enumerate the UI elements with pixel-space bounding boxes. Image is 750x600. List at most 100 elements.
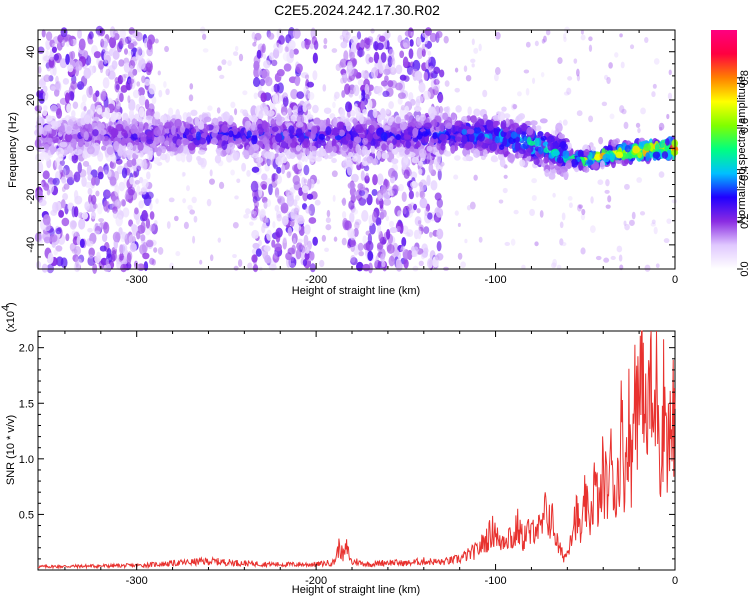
heatmap-cell [416,140,421,148]
y-tick-label: 0 [25,145,37,151]
heatmap-cell [308,203,316,216]
colorbar-gradient [711,30,737,269]
heatmap-cell [92,203,98,210]
heatmap-cell [306,114,314,120]
heatmap-cell [640,107,646,115]
heatmap-cell [88,247,95,258]
heatmap-cell [216,107,221,114]
heatmap-cell [473,108,481,117]
heatmap-cell [403,169,410,179]
heatmap-cell [400,245,406,251]
heatmap-cell [465,74,472,82]
heatmap-cell [477,118,485,127]
heatmap-cell [217,237,222,243]
heatmap-cell [404,149,410,155]
heatmap-cell [309,42,314,50]
heatmap-cell [257,113,263,119]
heatmap-cell [389,220,395,228]
heatmap-cell [388,48,395,58]
heatmap-cell [376,173,384,186]
heatmap-cell [426,174,431,187]
heatmap-cell [53,249,58,256]
heatmap-cell [492,121,498,129]
heatmap-cell [580,247,586,255]
heatmap-cell [154,38,159,44]
heatmap-cell [436,198,443,209]
heatmap-cell [280,106,288,116]
heatmap-cell [96,57,100,66]
heatmap-cell [562,150,570,159]
heatmap-cell [364,83,370,95]
heatmap-cell [534,137,540,147]
heatmap-cell [164,45,170,53]
heatmap-cell [381,143,387,152]
heatmap-cell [268,52,275,61]
heatmap-cell [503,113,511,119]
heatmap-cell [632,145,640,154]
heatmap-cell [82,150,89,160]
heatmap-cell [478,149,484,156]
heatmap-cell [539,210,544,218]
heatmap-cell [428,162,434,174]
heatmap-cell [203,116,212,123]
heatmap-cell [338,61,344,69]
heatmap-cell [97,29,101,37]
heatmap-cell [42,127,48,136]
heatmap-cell [359,184,366,192]
heatmap-cell [580,29,584,35]
spectrogram-x-label: Height of straight line (km) [292,285,420,297]
heatmap-cell [136,185,141,196]
heatmap-cell [381,152,390,160]
heatmap-cell [306,193,314,200]
heatmap-cell [282,96,289,107]
heatmap-cell [430,137,439,144]
heatmap-cell [334,134,342,141]
heatmap-cell [155,198,159,205]
heatmap-cell [399,121,408,131]
colorbar-tick-label: 0.8 [739,70,750,85]
heatmap-cell [628,219,635,226]
heatmap-cell [282,111,287,117]
heatmap-cell [586,159,594,165]
heatmap-cell [272,48,280,59]
heatmap-cell [77,161,82,174]
heatmap-cell [290,208,297,220]
heatmap-cell [473,174,478,181]
heatmap-cell [466,128,475,135]
heatmap-cell [112,211,119,219]
heatmap-cell [222,111,231,121]
heatmap-cell [665,138,670,146]
heatmap-cell [157,134,165,144]
heatmap-cell [43,144,50,150]
heatmap-cell [304,252,310,261]
heatmap-cell [533,157,540,165]
heatmap-cell [427,50,432,56]
heatmap-cell [521,264,526,270]
heatmap-cell [362,263,371,272]
heatmap-cell [345,31,351,39]
heatmap-cell [114,199,120,207]
heatmap-cell [318,122,327,133]
heatmap-cell [358,94,363,100]
heatmap-cell [294,194,300,202]
heatmap-cell [552,150,560,157]
heatmap-cell [42,85,48,93]
spectrogram-y-label: Frequency (Hz) [7,112,19,188]
heatmap-cell [307,91,315,101]
heatmap-cell [77,258,82,266]
heatmap-cell [547,141,553,151]
heatmap-cell [301,185,309,194]
heatmap-cell [48,56,56,69]
heatmap-cell [109,160,117,170]
heatmap-cell [151,258,156,266]
heatmap-cell [266,229,273,241]
heatmap-cell [411,117,417,128]
heatmap-cell [136,81,141,87]
heatmap-cell [275,133,283,143]
spectrogram-heatmap [34,25,679,274]
heatmap-cell [469,201,476,210]
heatmap-cell [365,172,369,180]
heatmap-cell [357,242,364,252]
heatmap-cell [315,156,323,162]
heatmap-cell [608,62,613,69]
